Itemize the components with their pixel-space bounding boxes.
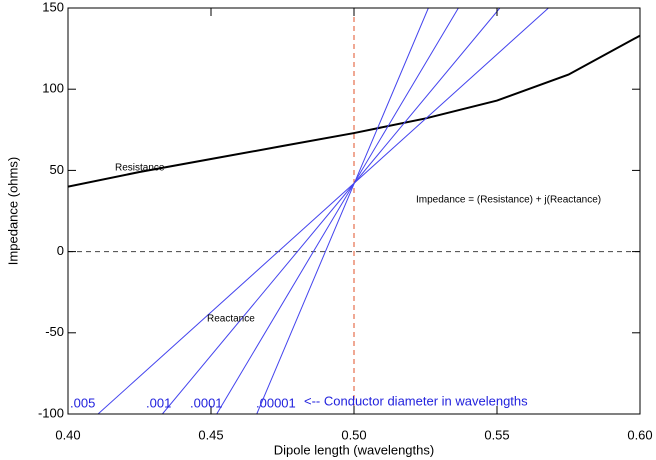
resistance-line: [68, 34, 640, 188]
y-tick-label: 50: [50, 162, 64, 177]
y-tick-label: 150: [42, 0, 64, 14]
series-label: .0001: [190, 395, 223, 410]
x-tick-label: 0.50: [341, 427, 366, 442]
x-tick-label: 0.40: [55, 427, 80, 442]
x-tick-label: 0.55: [484, 427, 509, 442]
plot-frame: [67, 7, 641, 415]
annotation: Reactance: [207, 314, 255, 325]
x-tick-label: 0.60: [627, 427, 652, 442]
y-tick-label: 0: [57, 243, 64, 258]
y-tick-label: -100: [38, 405, 64, 420]
series-label: .005: [70, 395, 95, 410]
annotation: Impedance = (Resistance) + j(Reactance): [416, 195, 601, 206]
x-tick-label: 0.45: [198, 427, 223, 442]
series-label: Resistance: [115, 163, 165, 174]
y-tick-label: 100: [42, 81, 64, 96]
plot-area: [68, 8, 640, 414]
series-label: .001: [146, 395, 171, 410]
reactance-line: [161, 8, 501, 414]
reactance-line: [216, 8, 459, 414]
y-axis-label: Impedance (ohms): [5, 157, 20, 265]
series-label: .00001: [256, 395, 296, 410]
reactance-line: [97, 8, 549, 414]
reactance-line: [256, 8, 429, 414]
x-axis-label: Dipole length (wavelengths): [274, 442, 434, 457]
annotation: <-- Conductor diameter in wavelengths: [304, 393, 528, 408]
y-tick-label: -50: [45, 324, 64, 339]
